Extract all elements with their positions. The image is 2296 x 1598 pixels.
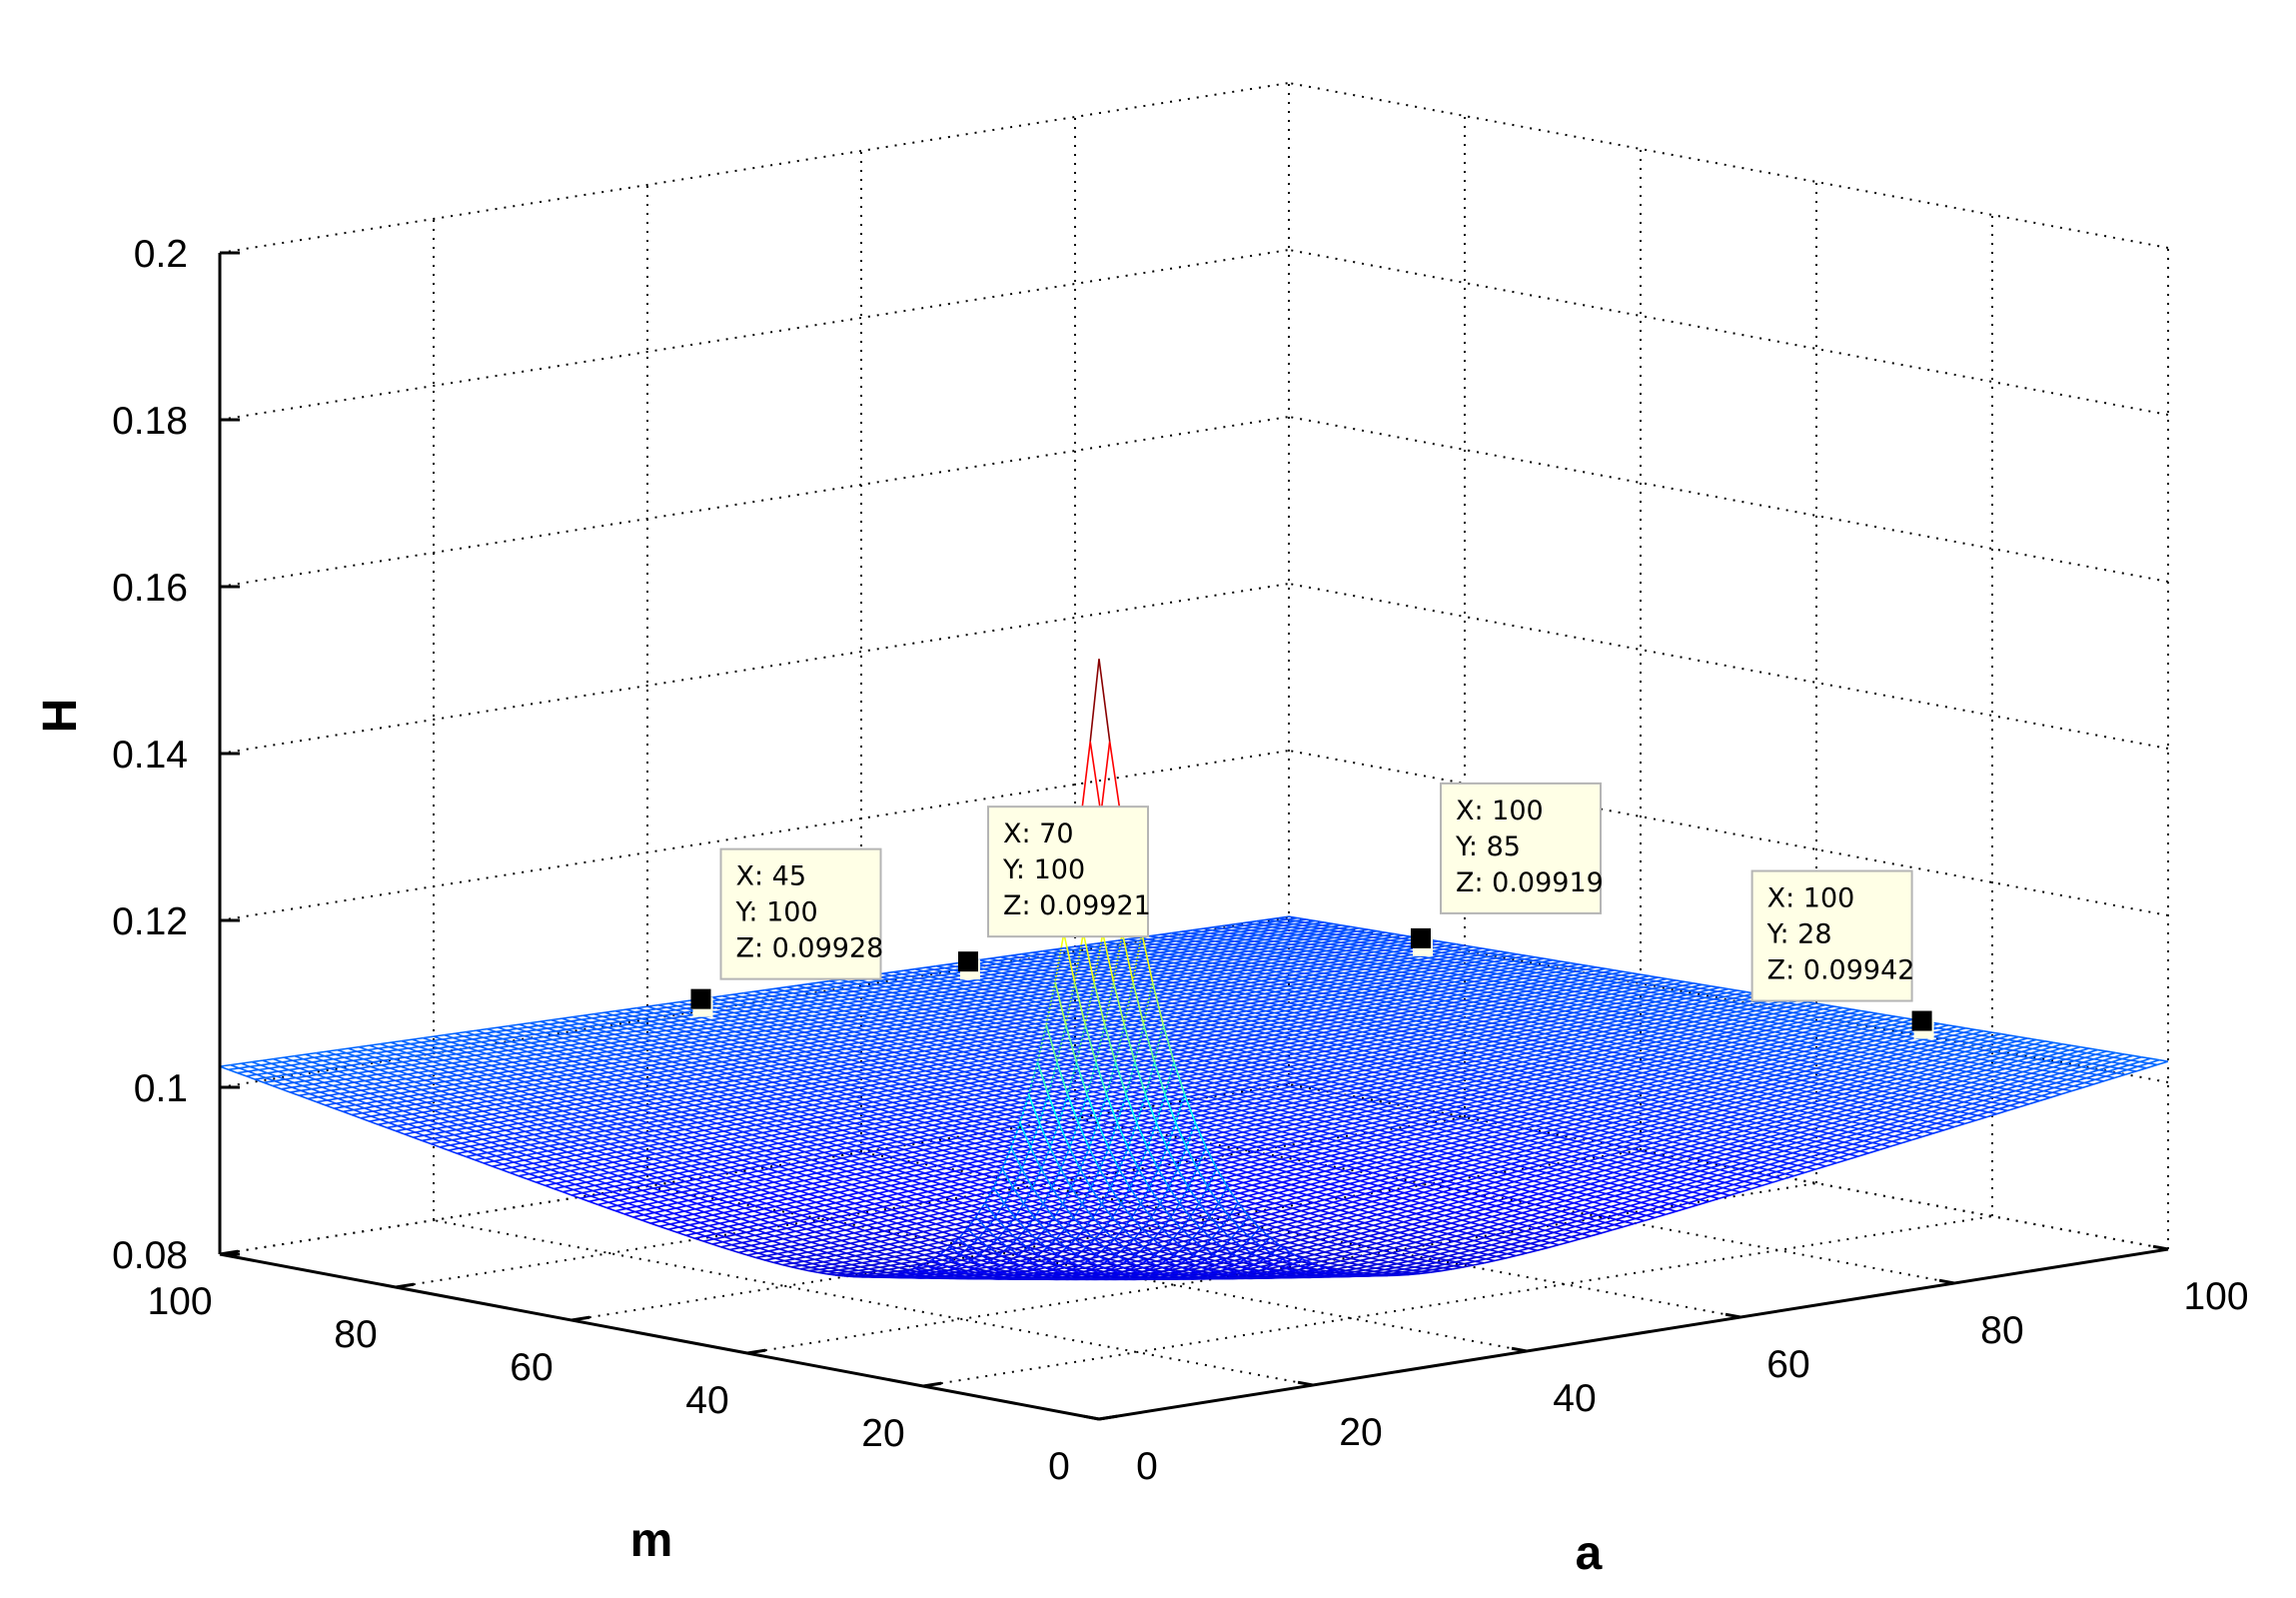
grid-line — [219, 82, 1290, 254]
grid-line — [1288, 583, 2169, 750]
grid-line — [746, 1182, 1817, 1354]
grid-line — [219, 249, 1290, 421]
grid-line — [1288, 750, 2169, 916]
grid-line — [219, 583, 1290, 755]
surface-mesh — [219, 659, 2169, 1281]
grid-line — [395, 1116, 1466, 1288]
grid-line — [1288, 249, 2169, 416]
grid-line — [219, 750, 1290, 921]
grid-line — [1288, 82, 2169, 249]
grid-line — [1288, 416, 2169, 583]
grid-line — [219, 416, 1290, 588]
grid-line — [922, 1215, 1993, 1387]
